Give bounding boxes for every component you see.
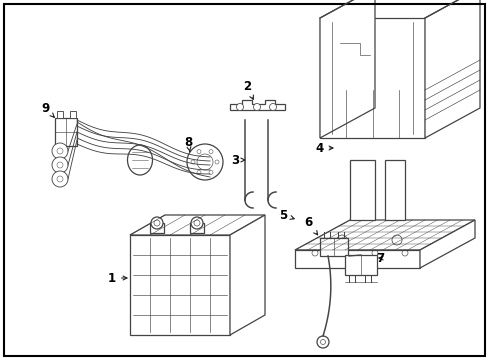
Circle shape (151, 217, 163, 229)
Polygon shape (55, 118, 77, 146)
Circle shape (191, 160, 195, 164)
Circle shape (52, 143, 68, 159)
Text: 6: 6 (303, 216, 317, 235)
Text: 5: 5 (278, 208, 294, 221)
Polygon shape (345, 255, 376, 275)
Text: 9: 9 (41, 102, 54, 117)
Polygon shape (229, 215, 264, 335)
Polygon shape (294, 220, 474, 250)
Circle shape (253, 104, 260, 111)
Circle shape (52, 171, 68, 187)
Circle shape (208, 150, 213, 154)
Circle shape (57, 176, 63, 182)
Circle shape (194, 220, 200, 226)
Text: 4: 4 (315, 141, 332, 154)
Polygon shape (419, 220, 474, 268)
Circle shape (208, 170, 213, 174)
Circle shape (57, 148, 63, 154)
Text: 8: 8 (183, 135, 192, 152)
Text: 7: 7 (375, 252, 383, 265)
Polygon shape (130, 235, 229, 335)
Circle shape (52, 157, 68, 173)
Circle shape (191, 217, 203, 229)
Polygon shape (319, 18, 424, 138)
Circle shape (316, 336, 328, 348)
Polygon shape (130, 215, 264, 235)
Circle shape (57, 162, 63, 168)
Polygon shape (229, 100, 285, 110)
Circle shape (236, 104, 243, 111)
Bar (57, 111, 63, 118)
Circle shape (197, 150, 201, 154)
Circle shape (197, 170, 201, 174)
Polygon shape (319, 238, 347, 256)
Circle shape (186, 144, 223, 180)
Bar (150, 223, 163, 233)
Circle shape (320, 339, 325, 345)
Circle shape (154, 220, 160, 226)
Polygon shape (384, 160, 404, 220)
Polygon shape (294, 250, 419, 268)
Circle shape (269, 104, 276, 111)
Polygon shape (349, 160, 374, 220)
Polygon shape (424, 0, 479, 138)
Ellipse shape (127, 145, 152, 175)
Circle shape (215, 160, 219, 164)
Polygon shape (319, 0, 374, 138)
Text: 2: 2 (243, 80, 253, 99)
Bar (70, 111, 76, 118)
Circle shape (197, 154, 213, 170)
Text: 1: 1 (108, 271, 127, 284)
Text: 3: 3 (230, 153, 244, 166)
Bar (190, 223, 203, 233)
